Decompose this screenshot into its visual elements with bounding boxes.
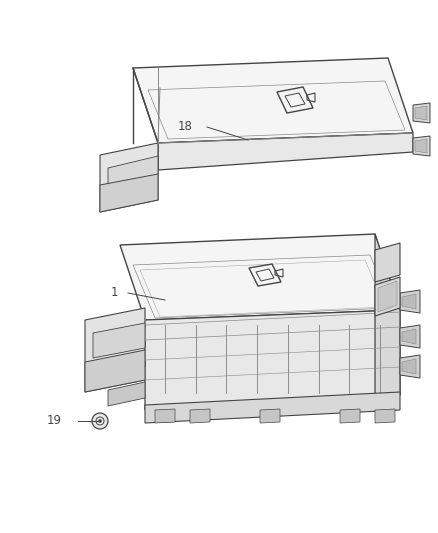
- Polygon shape: [402, 329, 416, 344]
- Polygon shape: [190, 409, 210, 423]
- Polygon shape: [375, 277, 400, 316]
- Polygon shape: [415, 139, 427, 153]
- Polygon shape: [145, 392, 400, 423]
- Polygon shape: [400, 325, 420, 348]
- Text: 1: 1: [110, 287, 118, 300]
- Polygon shape: [415, 106, 427, 120]
- Polygon shape: [100, 174, 158, 212]
- Polygon shape: [108, 156, 158, 187]
- Polygon shape: [100, 143, 158, 212]
- Polygon shape: [133, 58, 413, 143]
- Polygon shape: [93, 323, 145, 358]
- Polygon shape: [145, 310, 400, 410]
- Polygon shape: [375, 243, 400, 282]
- Polygon shape: [413, 103, 430, 123]
- Circle shape: [92, 413, 108, 429]
- Polygon shape: [375, 234, 400, 395]
- Polygon shape: [402, 359, 416, 374]
- Polygon shape: [120, 234, 400, 320]
- Polygon shape: [400, 290, 420, 313]
- Polygon shape: [260, 409, 280, 423]
- Polygon shape: [375, 409, 395, 423]
- Circle shape: [99, 419, 102, 423]
- Polygon shape: [155, 409, 175, 423]
- Polygon shape: [108, 382, 145, 406]
- Polygon shape: [85, 308, 145, 392]
- Text: 18: 18: [178, 120, 193, 133]
- Polygon shape: [402, 294, 416, 309]
- Polygon shape: [413, 136, 430, 156]
- Polygon shape: [400, 355, 420, 378]
- Polygon shape: [378, 281, 397, 312]
- Text: 19: 19: [47, 415, 62, 427]
- Polygon shape: [158, 133, 413, 170]
- Polygon shape: [340, 409, 360, 423]
- Polygon shape: [85, 350, 145, 392]
